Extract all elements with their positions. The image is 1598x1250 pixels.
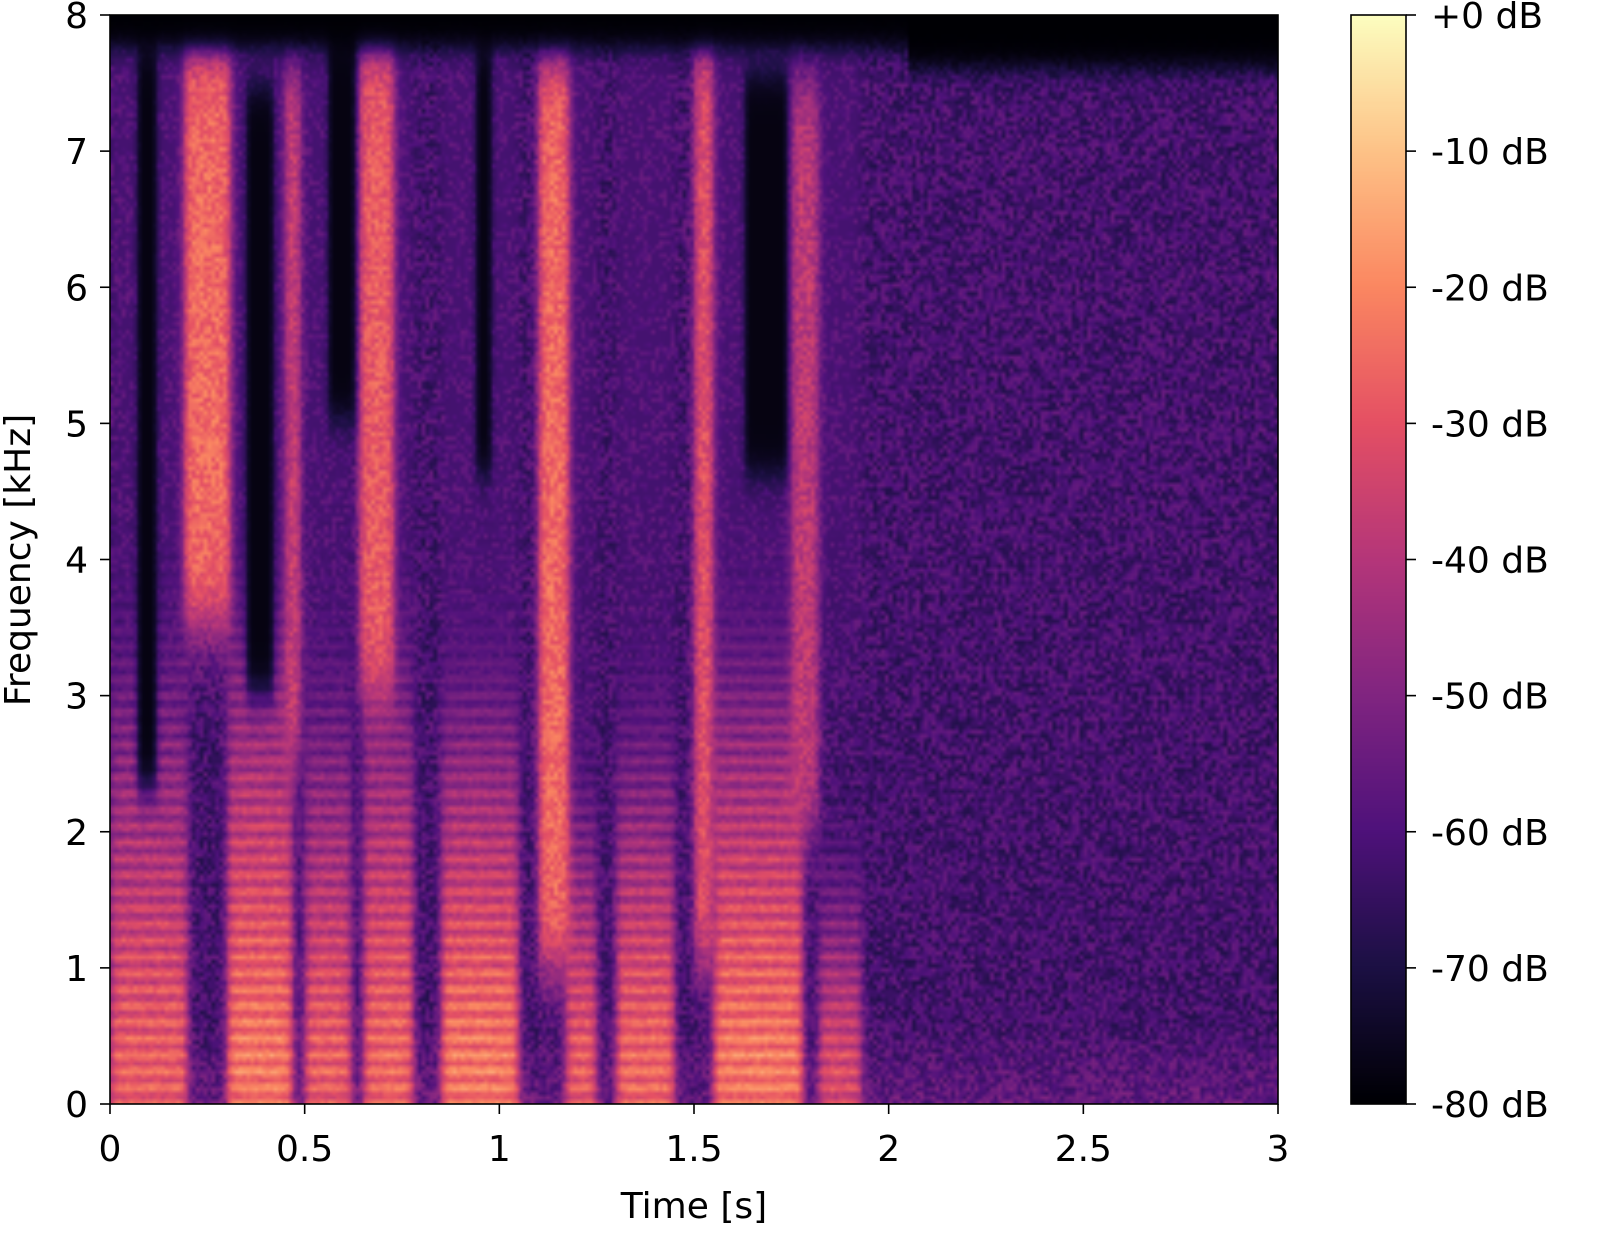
y-tick-label: 4 [65,541,88,582]
colorbar-ticks: +0 dB -10 dB -20 dB -30 dB -40 dB -50 dB -60 d… [1406,0,1549,1126]
x-axis: 0 0.5 1 1.5 2 2.5 3 [99,1104,1290,1170]
colorbar-tick-label: -40 dB [1431,541,1549,582]
spectrogram-plot [110,15,1278,1104]
y-axis-label: Frequency [kHz] [0,414,39,706]
colorbar-tick-label: -10 dB [1431,132,1549,173]
y-tick-label: 7 [65,132,88,173]
y-tick-label: 3 [65,677,88,718]
y-tick-label: 1 [65,949,88,990]
spectrogram-heatmap [110,15,1278,1104]
colorbar-tick-label: -80 dB [1431,1085,1549,1126]
x-tick-label: 1 [488,1129,511,1170]
colorbar-tick-label: -70 dB [1431,949,1549,990]
colorbar-tick-label: -50 dB [1431,677,1549,718]
y-tick-label: 8 [65,0,88,37]
x-tick-label: 3 [1267,1129,1290,1170]
colorbar-tick-label: -20 dB [1431,268,1549,309]
x-tick-label: 2 [877,1129,900,1170]
colorbar-tick-label: +0 dB [1431,0,1543,37]
x-axis-label: Time [s] [620,1186,767,1227]
colorbar-tick-label: -30 dB [1431,404,1549,445]
y-axis: 0 1 2 3 4 5 6 7 8 [65,0,110,1126]
y-tick-label: 0 [65,1085,88,1126]
colorbar-gradient [1351,15,1406,1104]
x-tick-label: 0.5 [276,1129,333,1170]
x-tick-label: 2.5 [1055,1129,1112,1170]
y-tick-label: 5 [65,404,88,445]
x-tick-label: 0 [99,1129,122,1170]
colorbar: +0 dB -10 dB -20 dB -30 dB -40 dB -50 dB -60 d… [1350,0,1549,1126]
y-tick-label: 2 [65,813,88,854]
x-tick-label: 1.5 [665,1129,722,1170]
y-tick-label: 6 [65,268,88,309]
colorbar-tick-label: -60 dB [1431,813,1549,854]
